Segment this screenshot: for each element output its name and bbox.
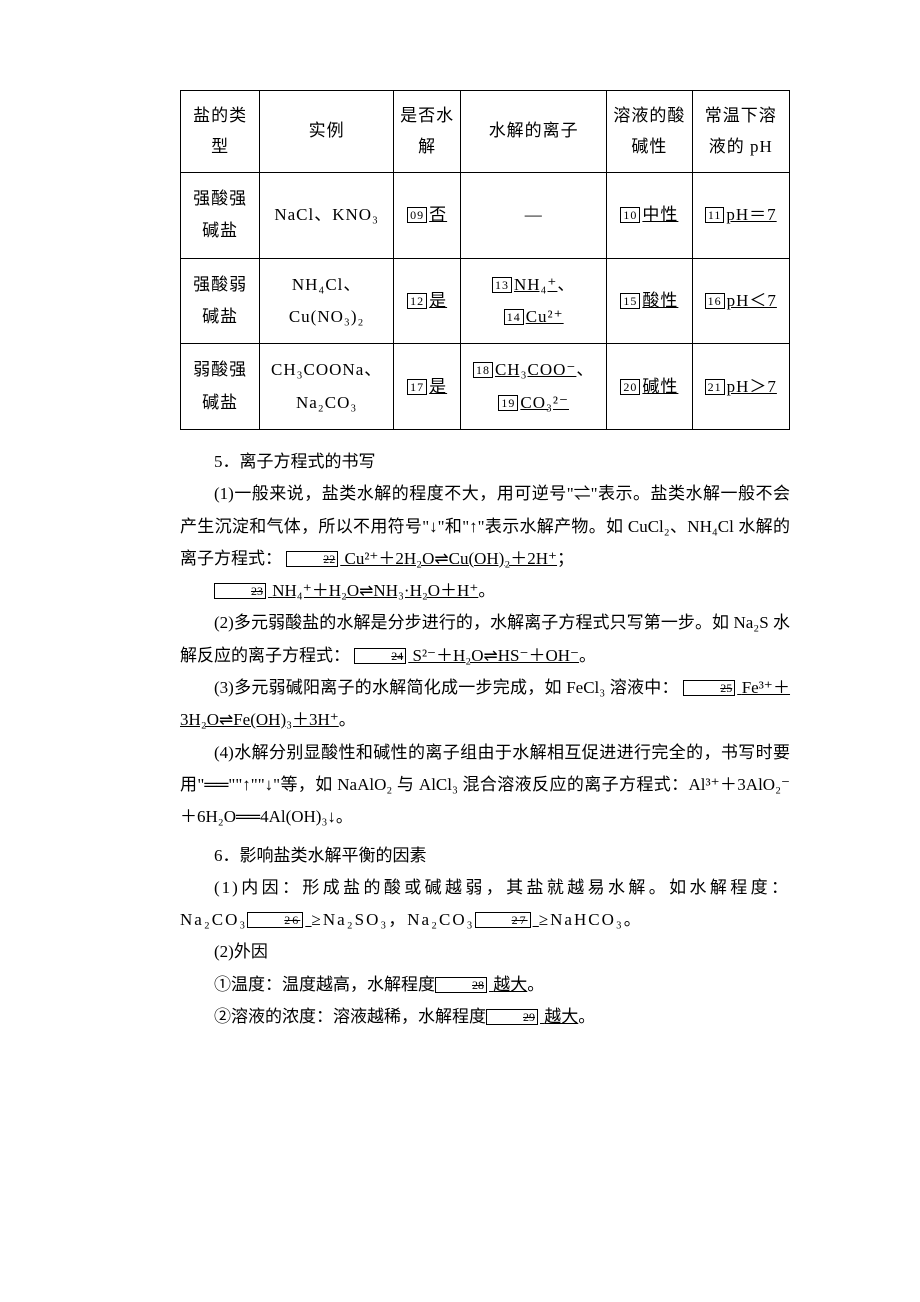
th-example: 实例 (260, 91, 394, 173)
cell-example: CH₃COONa、Na₂CO₃ (260, 344, 394, 430)
cell-example: NaCl、KNO₃ (260, 173, 394, 259)
section-5-title: 5．离子方程式的书写 (180, 446, 790, 478)
cell-ions: 18CH₃COO⁻、 19CO₃²⁻ (461, 344, 607, 430)
th-type: 盐的类型 (181, 91, 260, 173)
cell-ph: 11pH＝7 (692, 173, 789, 259)
cell-type: 弱酸强碱盐 (181, 344, 260, 430)
cell-type: 强酸弱碱盐 (181, 258, 260, 344)
th-ph: 常温下溶液的 pH (692, 91, 789, 173)
table-row: 强酸强碱盐 NaCl、KNO₃ 09否 — 10中性 11pH＝7 (181, 173, 790, 259)
table-row: 强酸弱碱盐 NH₄Cl、Cu(NO₃)₂ 12是 13NH₄⁺、 14Cu²⁺ … (181, 258, 790, 344)
cell-acidbase: 15酸性 (607, 258, 692, 344)
cell-hydrolyze: 17是 (394, 344, 461, 430)
cell-ions: — (461, 173, 607, 259)
s5-p2: (2)多元弱酸盐的水解是分步进行的，水解离子方程式只写第一步。如 Na₂S 水解… (180, 607, 790, 672)
cell-acidbase: 20碱性 (607, 344, 692, 430)
th-hydrolyze: 是否水解 (394, 91, 461, 173)
table-header-row: 盐的类型 实例 是否水解 水解的离子 溶液的酸碱性 常温下溶液的 pH (181, 91, 790, 173)
section-6-title: 6．影响盐类水解平衡的因素 (180, 840, 790, 872)
cell-hydrolyze: 09否 (394, 173, 461, 259)
cell-ph: 16pH＜7 (692, 258, 789, 344)
s6-p1: (1)内因：形成盐的酸或碱越弱，其盐就越易水解。如水解程度：Na₂CO₃26 ≥… (180, 872, 790, 937)
cell-acidbase: 10中性 (607, 173, 692, 259)
s6-p2-1: ①温度：温度越高，水解程度28 越大。 (180, 969, 790, 1001)
th-ions: 水解的离子 (461, 91, 607, 173)
salt-table: 盐的类型 实例 是否水解 水解的离子 溶液的酸碱性 常温下溶液的 pH 强酸强碱… (180, 90, 790, 430)
cell-hydrolyze: 12是 (394, 258, 461, 344)
cell-example: NH₄Cl、Cu(NO₃)₂ (260, 258, 394, 344)
s6-p2-2: ②溶液的浓度：溶液越稀，水解程度29 越大。 (180, 1001, 790, 1033)
table-row: 弱酸强碱盐 CH₃COONa、Na₂CO₃ 17是 18CH₃COO⁻、 19C… (181, 344, 790, 430)
cell-ions: 13NH₄⁺、 14Cu²⁺ (461, 258, 607, 344)
s5-p4: (4)水解分别显酸性和碱性的离子组由于水解相互促进进行完全的，书写时要用"══"… (180, 737, 790, 834)
s6-p2: (2)外因 (180, 936, 790, 968)
cell-ph: 21pH＞7 (692, 344, 789, 430)
s5-p1: (1)一般来说，盐类水解的程度不大，用可逆号"⇌"表示。盐类水解一般不会产生沉淀… (180, 478, 790, 575)
s5-eq23: 23 NH₄⁺＋H₂O⇌NH₃·H₂O＋H⁺。 (180, 575, 790, 607)
th-acidbase: 溶液的酸碱性 (607, 91, 692, 173)
cell-type: 强酸强碱盐 (181, 173, 260, 259)
s5-p3: (3)多元弱碱阳离子的水解简化成一步完成，如 FeCl₃ 溶液中： 25 Fe³… (180, 672, 790, 737)
